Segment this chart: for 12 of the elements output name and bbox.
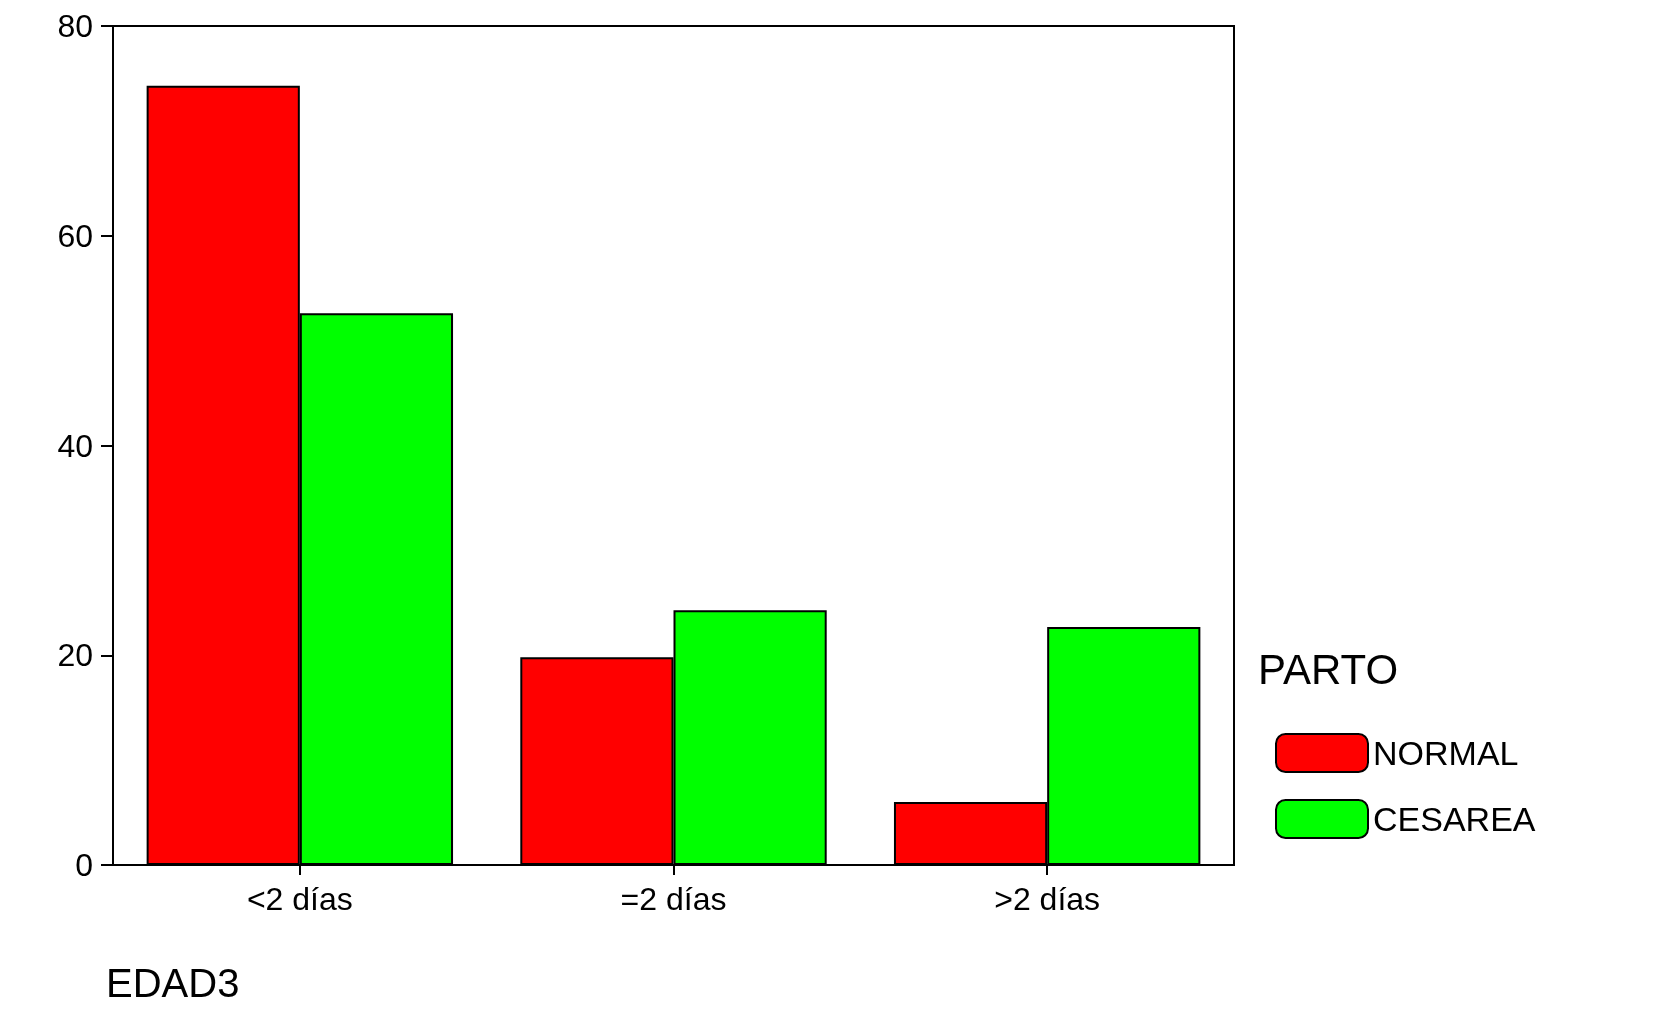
x-tick-label: <2 días <box>246 881 353 917</box>
x-axis-title: EDAD3 <box>106 961 240 1005</box>
y-tick-label: 40 <box>57 427 93 464</box>
y-tick-label: 0 <box>75 847 93 883</box>
legend-label: CESAREA <box>1373 800 1536 838</box>
y-tick-label: 20 <box>57 637 93 674</box>
x-tick-label: >2 días <box>994 881 1101 917</box>
x-tick-label: =2 días <box>620 881 727 917</box>
y-tick-label: 60 <box>57 217 93 254</box>
y-tick-label: 80 <box>57 8 93 44</box>
legend-label: NORMAL <box>1373 734 1519 772</box>
legend-title: PARTO <box>1258 645 1399 693</box>
